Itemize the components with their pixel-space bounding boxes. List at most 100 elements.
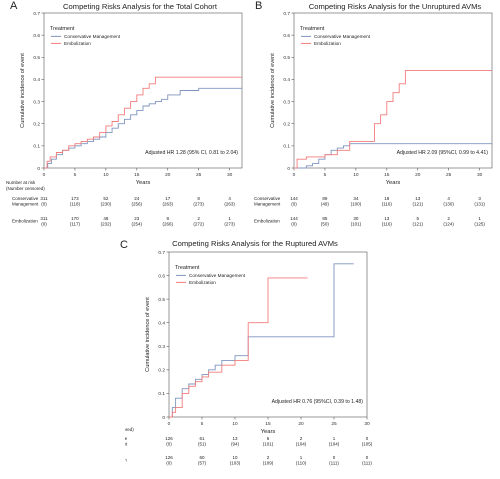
risk-censored: (232) (101, 222, 112, 227)
x-tick-label: 25 (331, 421, 337, 427)
risk-count: 10 (232, 455, 238, 460)
y-tick-label: 0.2 (158, 368, 165, 374)
y-tick-label: 0.4 (33, 77, 40, 83)
risk-censored: (273) (193, 202, 204, 207)
chart-title: Competing Risks Analysis for the Unruptu… (309, 2, 482, 11)
x-tick-label: 20 (415, 172, 421, 178)
x-axis-label: Years (386, 180, 401, 186)
y-tick-label: 0.2 (33, 122, 40, 128)
chart-total-cohort: Competing Risks Analysis for the Total C… (0, 0, 250, 237)
panel-letter: B (255, 0, 262, 12)
risk-count: 1 (333, 436, 336, 441)
risk-count: 17 (165, 196, 171, 201)
risk-censored: (57) (198, 461, 207, 466)
risk-censored: (105) (362, 442, 373, 447)
y-tick-label: 0.3 (283, 99, 290, 105)
risk-count: 4 (228, 196, 231, 201)
chart-title: Competing Risks Analysis for the Total C… (63, 2, 218, 11)
y-tick-label: 0 (287, 166, 290, 172)
risk-censored: (118) (70, 202, 81, 207)
risk-count: 2 (267, 455, 270, 460)
legend-entry: Embolization (189, 280, 216, 285)
risk-censored: (273) (224, 222, 235, 227)
risk-censored: (130) (443, 202, 454, 207)
hr-annotation: Adjusted HR 2.09 (95%CI, 0.99 to 4.41) (397, 150, 489, 156)
risk-count: 5 (416, 216, 419, 221)
risk-header: (Number censored) (125, 427, 134, 432)
risk-censored: (50) (321, 222, 330, 227)
risk-count: 2 (300, 436, 303, 441)
risk-count: 0 (333, 455, 336, 460)
x-tick-label: 15 (384, 172, 390, 178)
risk-count: 173 (71, 196, 79, 201)
x-tick-label: 0 (293, 172, 296, 178)
hr-annotation: Adjusted HR 0.76 (95%CI, 0.39 to 1.48) (272, 399, 364, 405)
risk-count: 126 (165, 436, 173, 441)
x-tick-label: 10 (103, 172, 109, 178)
legend-entry: Embolization (314, 41, 341, 46)
x-tick-label: 30 (477, 172, 483, 178)
y-tick-label: 0.7 (283, 11, 290, 17)
risk-count: 1 (478, 216, 481, 221)
risk-count: 311 (40, 216, 48, 221)
y-tick-label: 0.3 (158, 344, 165, 350)
risk-count: 85 (322, 216, 328, 221)
risk-censored: (0) (291, 222, 297, 227)
risk-row-label: Embolization (254, 219, 280, 224)
legend-entry: Conservative Management (189, 273, 246, 278)
risk-count: 311 (40, 196, 48, 201)
x-tick-label: 25 (446, 172, 452, 178)
x-tick-label: 15 (265, 421, 271, 427)
risk-count: 126 (165, 455, 173, 460)
risk-count: 3 (478, 196, 481, 201)
risk-count: 13 (232, 436, 238, 441)
risk-count: 144 (290, 216, 298, 221)
risk-censored: (51) (198, 442, 207, 447)
risk-censored: (49) (321, 202, 330, 207)
risk-censored: (0) (166, 461, 172, 466)
risk-censored: (117) (70, 222, 81, 227)
legend-title: Treatment (300, 26, 325, 32)
y-tick-label: 0.5 (283, 55, 290, 61)
risk-row-label: Embolization (12, 219, 38, 224)
x-axis-label: Years (261, 429, 276, 435)
risk-count: 4 (447, 196, 450, 201)
risk-censored: (125) (474, 222, 485, 227)
risk-row-label: Conservative (125, 436, 128, 441)
risk-count: 18 (384, 196, 390, 201)
risk-censored: (100) (351, 202, 362, 207)
risk-count: 24 (134, 196, 140, 201)
risk-censored: (230) (101, 202, 112, 207)
legend-entry: Conservative Management (64, 34, 121, 39)
risk-censored: (121) (412, 222, 423, 227)
y-tick-label: 0.7 (33, 11, 40, 17)
x-tick-label: 20 (165, 172, 171, 178)
risk-count: 48 (103, 216, 109, 221)
risk-censored: (124) (443, 222, 454, 227)
risk-censored: (111) (329, 461, 339, 466)
risk-row-label: Management (125, 442, 128, 447)
risk-count: 30 (353, 216, 359, 221)
risk-row-label: Management (254, 202, 281, 207)
risk-count: 8 (166, 216, 169, 221)
x-tick-label: 30 (364, 421, 370, 427)
risk-censored: (266) (162, 222, 173, 227)
legend-title: Treatment (50, 26, 75, 32)
risk-censored: (101) (351, 222, 362, 227)
risk-censored: (263) (224, 202, 235, 207)
panel-c: C Competing Risks Analysis for the Ruptu… (125, 237, 375, 474)
risk-censored: (131) (474, 202, 485, 207)
risk-count: 1 (300, 455, 303, 460)
y-tick-label: 0.1 (158, 391, 165, 397)
panel-letter: A (10, 0, 17, 12)
y-axis-label: Cumulative incidence of event (20, 53, 26, 128)
panel-b: B Competing Risks Analysis for the Unrup… (250, 0, 500, 237)
risk-row-label: Conservative (254, 196, 281, 201)
risk-row-label: Conservative (12, 196, 39, 201)
chart-unruptured-avms: Competing Risks Analysis for the Unruptu… (250, 0, 500, 237)
risk-censored: (0) (291, 202, 297, 207)
risk-count: 8 (197, 196, 200, 201)
risk-censored: (109) (263, 461, 274, 466)
x-tick-label: 5 (74, 172, 77, 178)
risk-censored: (0) (166, 442, 172, 447)
